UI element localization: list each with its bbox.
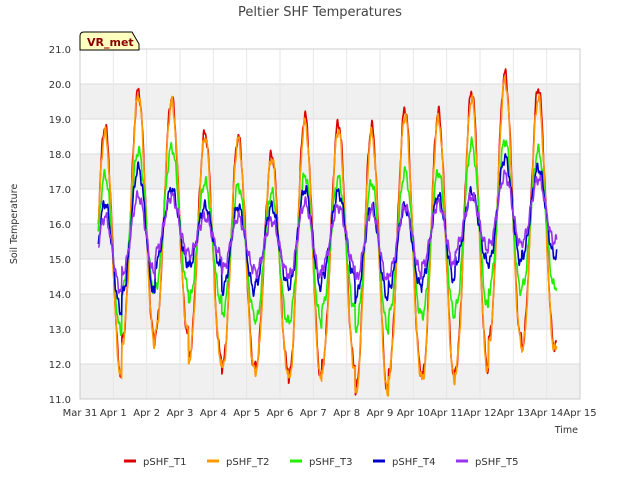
gridlines bbox=[79, 48, 581, 400]
y-tick-label: 14.0 bbox=[49, 290, 71, 301]
y-tick-label: 18.0 bbox=[49, 150, 71, 161]
series-line-pSHF_T3 bbox=[97, 136, 558, 337]
x-tick-label: Mar 31 bbox=[63, 408, 98, 419]
x-tick-label: Apr 13 bbox=[497, 408, 530, 419]
y-tick-label: 13.0 bbox=[49, 325, 71, 336]
x-tick-label: Apr 15 bbox=[563, 408, 596, 419]
legend-label: pSHF_T2 bbox=[226, 457, 269, 468]
legend-label: pSHF_T5 bbox=[475, 457, 518, 468]
x-tick-label: Apr 5 bbox=[233, 408, 260, 419]
y-tick-label: 11.0 bbox=[49, 395, 71, 406]
background-band bbox=[80, 294, 580, 329]
y-tick-label: 19.0 bbox=[49, 115, 71, 126]
series-line-pSHF_T5 bbox=[97, 169, 558, 294]
y-tick-label: 15.0 bbox=[49, 255, 71, 266]
legend: pSHF_T1 pSHF_T2 pSHF_T3 pSHF_T4 pSHF_T5 bbox=[124, 457, 518, 468]
y-tick-label: 20.0 bbox=[49, 80, 71, 91]
x-tick-label: Apr 8 bbox=[333, 408, 360, 419]
legend-label: pSHF_T4 bbox=[392, 457, 435, 468]
x-tick-label: Apr 2 bbox=[133, 408, 160, 419]
x-tick-label: Apr 7 bbox=[300, 408, 327, 419]
background-band bbox=[80, 154, 580, 189]
x-tick-label: Apr 3 bbox=[167, 408, 194, 419]
y-axis-label: Soil Temperature bbox=[9, 184, 20, 264]
x-tick-label: Apr 14 bbox=[530, 408, 563, 419]
badge-shape bbox=[79, 31, 140, 51]
legend-label: pSHF_T1 bbox=[143, 457, 186, 468]
legend-label: pSHF_T3 bbox=[309, 457, 352, 468]
series-line-pSHF_T2 bbox=[97, 75, 558, 397]
chart-title: Peltier SHF Temperatures bbox=[238, 5, 402, 20]
badge-label: VR_met bbox=[87, 36, 134, 49]
background-band bbox=[80, 84, 580, 119]
x-tick-label: Apr 6 bbox=[267, 408, 294, 419]
y-tick-label: 21.0 bbox=[49, 45, 71, 56]
x-tick-label: Apr 9 bbox=[367, 408, 394, 419]
plot-frame bbox=[79, 48, 581, 400]
x-tick-label: Apr 1 bbox=[100, 408, 127, 419]
series-layer bbox=[97, 68, 558, 397]
background-band bbox=[80, 364, 580, 399]
axes: 11.0 12.0 13.0 14.0 15.0 16.0 17.0 18.0 19.0 20.0… bbox=[49, 45, 597, 419]
x-tick-label: Apr 10 bbox=[397, 408, 430, 419]
x-axis-label: Time bbox=[554, 425, 578, 436]
x-tick-label: Apr 4 bbox=[200, 408, 227, 419]
y-tick-label: 17.0 bbox=[49, 185, 71, 196]
y-tick-label: 12.0 bbox=[49, 360, 71, 371]
x-tick-label: Apr 11 bbox=[430, 408, 463, 419]
plot-background-bands bbox=[80, 84, 580, 399]
y-tick-label: 16.0 bbox=[49, 220, 71, 231]
vr-met-badge: VR_met bbox=[79, 31, 140, 51]
x-tick-label: Apr 12 bbox=[463, 408, 496, 419]
